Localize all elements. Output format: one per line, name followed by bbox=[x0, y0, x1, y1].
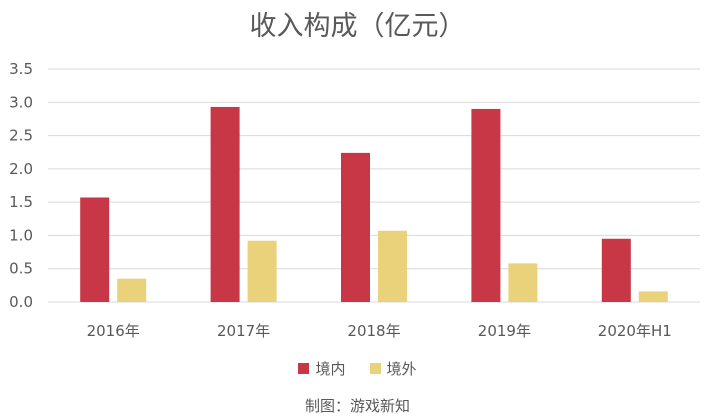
y-tick-label: 3.0 bbox=[9, 93, 33, 111]
y-tick-label: 2.0 bbox=[9, 160, 33, 178]
legend-swatch-domestic bbox=[298, 363, 310, 374]
y-tick-label: 0.5 bbox=[9, 260, 33, 278]
legend-label-domestic: 境内 bbox=[315, 360, 346, 378]
chart-title: 收入构成（亿元） bbox=[249, 11, 466, 42]
bar-overseas bbox=[247, 240, 277, 302]
bar-domestic bbox=[341, 152, 370, 302]
bar-domestic bbox=[80, 197, 110, 302]
bar-domestic bbox=[210, 106, 240, 303]
x-tick-label: 2017年 bbox=[217, 322, 270, 340]
bar-overseas bbox=[508, 263, 538, 302]
y-tick-label: 2.5 bbox=[9, 127, 33, 145]
bar-domestic bbox=[601, 238, 631, 302]
y-tick-label: 0.0 bbox=[9, 293, 33, 311]
bar-overseas bbox=[378, 230, 407, 302]
x-tick-label: 2016年 bbox=[87, 322, 140, 340]
legend-label-overseas: 境外 bbox=[386, 360, 417, 378]
y-tick-label: 1.5 bbox=[9, 193, 33, 211]
y-tick-label: 3.5 bbox=[9, 60, 33, 78]
bar-domestic bbox=[471, 108, 501, 302]
bar-overseas bbox=[638, 291, 668, 302]
source-note: 制图：游戏新知 bbox=[304, 397, 410, 415]
y-tick-label: 1.0 bbox=[9, 226, 33, 244]
x-tick-label: 2018年 bbox=[347, 322, 400, 340]
x-tick-label: 2019年 bbox=[478, 322, 531, 340]
x-tick-label: 2020年H1 bbox=[598, 322, 672, 340]
legend: 境内 境外 bbox=[0, 358, 715, 379]
legend-item-domestic: 境内 bbox=[298, 358, 346, 379]
bar-overseas bbox=[117, 278, 147, 302]
legend-item-overseas: 境外 bbox=[369, 358, 417, 379]
legend-swatch-overseas bbox=[369, 363, 381, 374]
